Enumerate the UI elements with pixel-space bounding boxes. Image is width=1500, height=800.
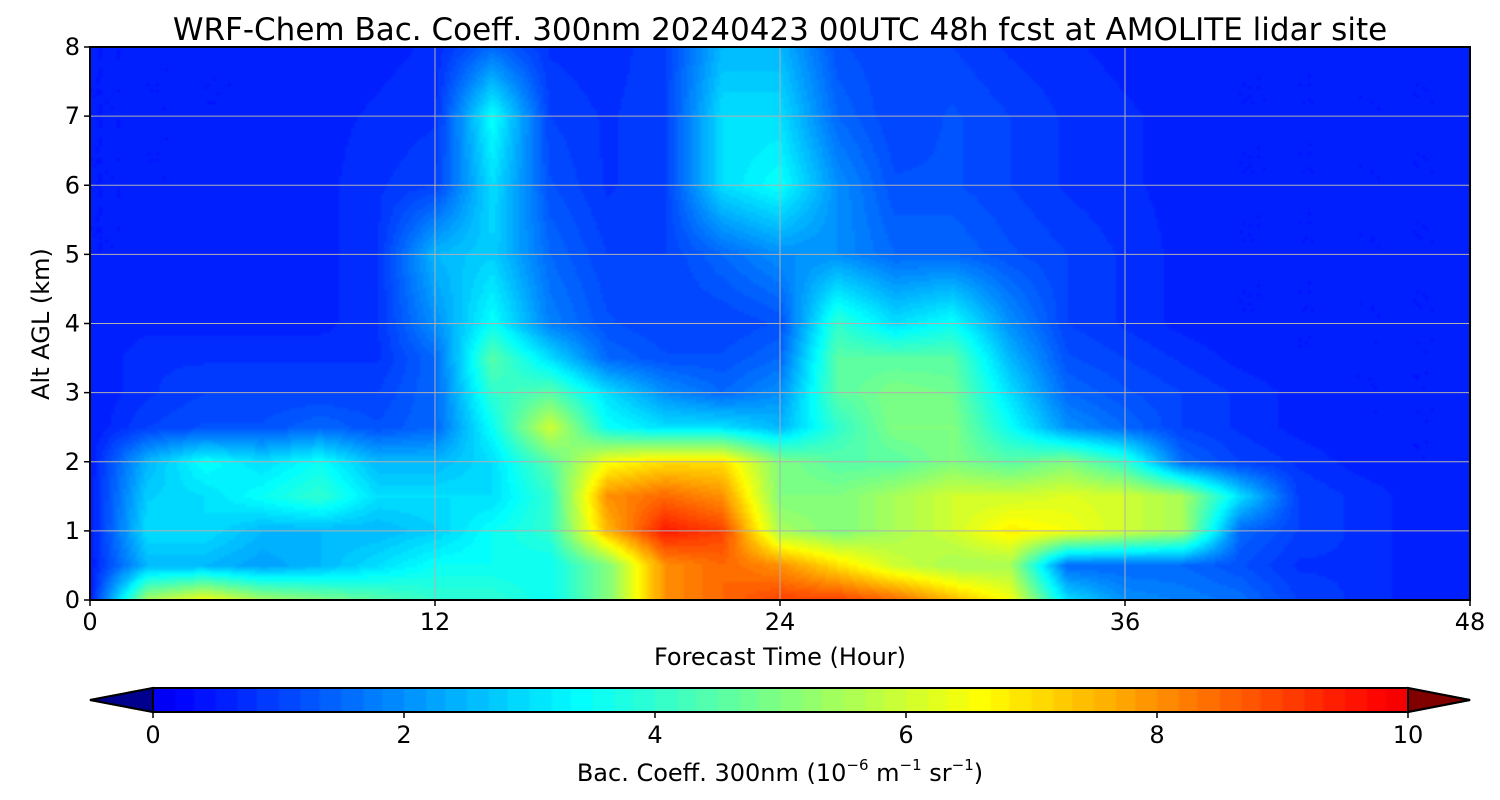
y-tick-label: 1 [65, 517, 80, 545]
y-tick-label: 4 [65, 310, 80, 338]
y-axis: 0 1 2 3 4 5 6 7 8 [65, 33, 90, 614]
colorbar-tick-label: 2 [396, 721, 411, 749]
x-tick-label: 12 [420, 608, 451, 636]
y-tick-label: 8 [65, 33, 80, 61]
colorbar-tick-label: 6 [898, 721, 913, 749]
y-tick-label: 5 [65, 240, 80, 268]
colorbar-label-exp3: −1 [952, 756, 974, 774]
y-tick-label: 2 [65, 448, 80, 476]
y-tick-label: 6 [65, 171, 80, 199]
x-axis-label: Forecast Time (Hour) [654, 643, 906, 671]
y-tick-label: 7 [65, 102, 80, 130]
x-tick-label: 0 [82, 608, 97, 636]
colorbar-label-part: sr [922, 759, 952, 787]
colorbar-extend-high [1407, 686, 1471, 714]
y-axis-label: Alt AGL (km) [27, 248, 55, 400]
y-tick-label: 0 [65, 586, 80, 614]
colorbar-label-exp1: −6 [846, 756, 868, 774]
colorbar-tick-label: 10 [1393, 721, 1424, 749]
x-tick-label: 36 [1110, 608, 1141, 636]
x-tick-label: 48 [1455, 608, 1486, 636]
colorbar-label-part: m [869, 759, 900, 787]
colorbar-tick-label: 0 [145, 721, 160, 749]
chart-title: WRF-Chem Bac. Coeff. 300nm 20240423 00UT… [173, 12, 1387, 48]
colorbar: 0 2 4 6 8 10 Bac. Coeff. 300nm (10−6 m−1 sr−1… [89, 686, 1471, 787]
colorbar-gradient [153, 688, 1408, 712]
colorbar-label-part: ) [974, 759, 983, 787]
colorbar-label-exp2: −1 [900, 756, 922, 774]
colorbar-tick-label: 4 [647, 721, 662, 749]
colorbar-ticks: 0 2 4 6 8 10 [145, 712, 1423, 749]
colorbar-label-part: Bac. Coeff. 300nm (10 [577, 759, 847, 787]
colorbar-extend-low [89, 686, 154, 714]
x-tick-label: 24 [765, 608, 796, 636]
colorbar-label: Bac. Coeff. 300nm (10−6 m−1 sr−1) [577, 756, 983, 787]
colorbar-tick-label: 8 [1149, 721, 1164, 749]
y-tick-label: 3 [65, 379, 80, 407]
x-axis: 0 12 24 36 48 [82, 600, 1485, 636]
